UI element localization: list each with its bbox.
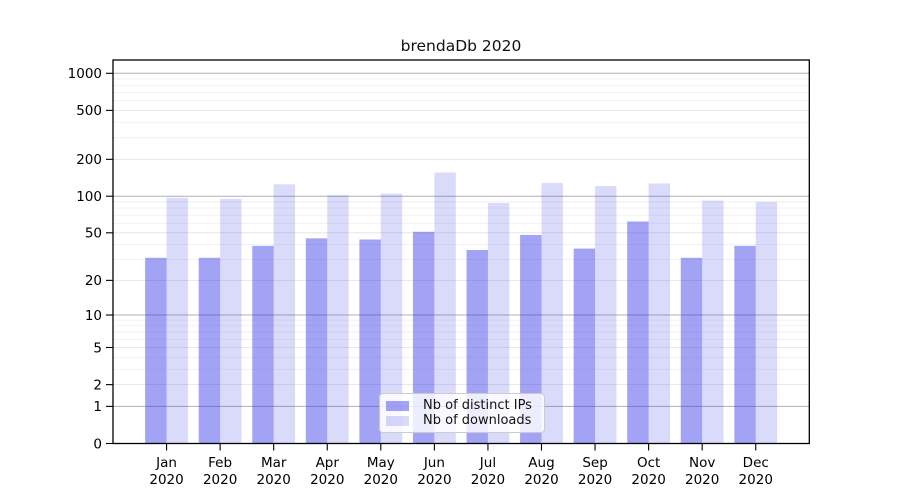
bar-downloads-apr (327, 195, 349, 444)
bar-distinct-ips-feb (198, 257, 221, 444)
x-axis-tick-year: 2020 (257, 472, 291, 488)
y-axis-tick-label: 2 (93, 377, 102, 393)
x-axis-tick-year: 2020 (739, 472, 773, 488)
x-axis-tick-year: 2020 (578, 472, 612, 488)
x-axis-tick-year: 2020 (631, 472, 665, 488)
x-axis-tick-month: Jun (423, 455, 445, 471)
bar-distinct-ips-dec (734, 245, 756, 444)
bar-distinct-ips-apr (305, 238, 328, 444)
plot-border (112, 59, 810, 445)
y-axis-tick-label: 20 (85, 273, 102, 289)
bar-distinct-ips-jun (412, 231, 435, 444)
legend-swatch-distinct-ips (386, 400, 409, 411)
bar-downloads-jun (434, 172, 456, 444)
y-axis-tick-label: 500 (76, 103, 102, 119)
chart-title: brendaDb 2020 (400, 37, 522, 55)
legend: Nb of distinct IPs Nb of downloads (379, 393, 545, 433)
bar-downloads-mar (273, 184, 296, 444)
x-axis-tick-year: 2020 (471, 472, 505, 488)
x-axis-tick-month: Aug (528, 455, 554, 471)
x-axis-tick-month: Jul (479, 455, 496, 471)
x-axis-tick-year: 2020 (417, 472, 451, 488)
legend-item-distinct-ips: Nb of distinct IPs (386, 398, 536, 413)
legend-swatch-downloads (386, 415, 409, 426)
bar-downloads-feb (220, 198, 242, 444)
legend-item-downloads: Nb of downloads (386, 413, 536, 428)
bar-distinct-ips-oct (627, 221, 649, 444)
bar-downloads-jul (487, 202, 510, 444)
x-axis-tick-month: May (367, 455, 395, 471)
bar-downloads-sep (595, 186, 617, 444)
x-axis-tick-year: 2020 (149, 472, 183, 488)
bar-downloads-oct (648, 183, 671, 444)
bar-downloads-nov (702, 200, 724, 444)
x-axis-tick-month: Dec (743, 455, 769, 471)
bar-downloads-jan (166, 197, 188, 444)
bar-downloads-dec (755, 201, 778, 444)
bar-distinct-ips-sep (573, 248, 596, 444)
y-axis-tick-label: 0 (93, 436, 102, 452)
x-axis-tick-year: 2020 (685, 472, 719, 488)
x-axis-tick-month: Nov (689, 455, 715, 471)
x-axis-tick-month: Apr (316, 455, 340, 471)
x-axis-tick-month: Jan (155, 455, 177, 471)
x-axis-tick-year: 2020 (364, 472, 398, 488)
y-axis-tick-label: 200 (76, 152, 102, 168)
y-axis-tick-label: 10 (85, 308, 102, 324)
x-axis-tick-year: 2020 (310, 472, 344, 488)
bar-downloads-may (380, 193, 403, 444)
bar-distinct-ips-may (359, 239, 381, 444)
x-axis-tick-year: 2020 (203, 472, 237, 488)
legend-label-distinct-ips: Nb of distinct IPs (423, 398, 532, 413)
bar-distinct-ips-jan (145, 257, 167, 444)
bar-distinct-ips-mar (252, 245, 274, 444)
legend-label-downloads: Nb of downloads (423, 413, 532, 428)
x-axis-tick-month: Oct (637, 455, 660, 471)
y-axis-tick-label: 5 (93, 340, 102, 356)
y-axis-tick-label: 100 (76, 189, 102, 205)
bar-distinct-ips-nov (680, 257, 703, 444)
x-axis-tick-month: Mar (261, 455, 287, 471)
y-axis-tick-label: 50 (85, 226, 102, 242)
bar-downloads-aug (541, 183, 563, 444)
y-axis-tick-label: 1 (93, 399, 102, 415)
bar-distinct-ips-aug (520, 234, 542, 444)
x-axis-tick-month: Feb (208, 455, 232, 471)
x-axis-tick-month: Sep (582, 455, 607, 471)
y-axis-tick-label: 1000 (68, 66, 102, 82)
x-axis-tick-year: 2020 (524, 472, 558, 488)
